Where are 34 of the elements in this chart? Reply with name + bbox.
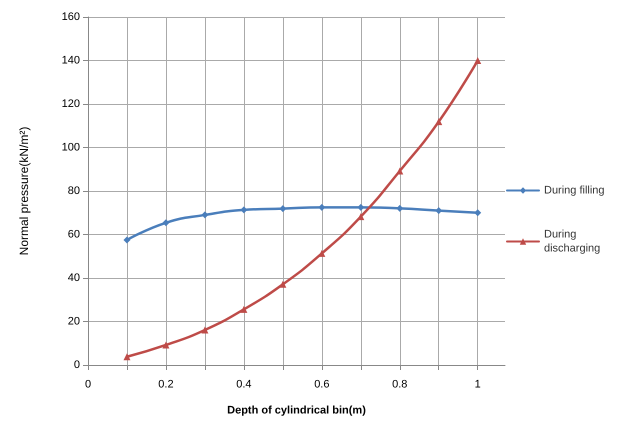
x-tick-label: 0.8 (392, 378, 408, 390)
y-tick-label: 120 (62, 98, 80, 110)
point (474, 209, 482, 216)
x-tick-label: 0.6 (314, 378, 330, 390)
point (357, 204, 364, 211)
point (240, 206, 248, 214)
point (201, 211, 208, 218)
y-tick-label: 20 (68, 316, 80, 328)
x-tick-label: 1 (474, 378, 481, 390)
y-tick-label: 140 (62, 54, 80, 66)
y-axis-title: Normal pressure(kN/m²) (17, 126, 31, 256)
point (162, 219, 170, 226)
point (279, 280, 286, 288)
y-tick-label: 160 (62, 11, 80, 23)
x-axis-title: Depth of cylindrical bin(m) (227, 404, 366, 416)
point (162, 341, 170, 348)
y-tick-label: 80 (68, 185, 80, 197)
point (123, 236, 130, 244)
x-tick-label: 0 (84, 378, 92, 390)
point (240, 306, 248, 313)
point (474, 57, 482, 64)
legend-label: During discharging (544, 228, 600, 254)
legend-label: During filling (544, 184, 605, 196)
x-tick-label: 0.4 (236, 378, 252, 390)
y-tick-label: 40 (68, 272, 80, 284)
point (201, 326, 208, 334)
point (318, 204, 326, 211)
x-tick-label: 0.2 (158, 378, 174, 390)
y-tick-label: 100 (62, 142, 80, 154)
y-tick-label: 0 (74, 359, 80, 371)
point (396, 167, 404, 174)
point (435, 118, 442, 126)
y-tick-label: 60 (68, 228, 80, 240)
point (123, 353, 130, 360)
